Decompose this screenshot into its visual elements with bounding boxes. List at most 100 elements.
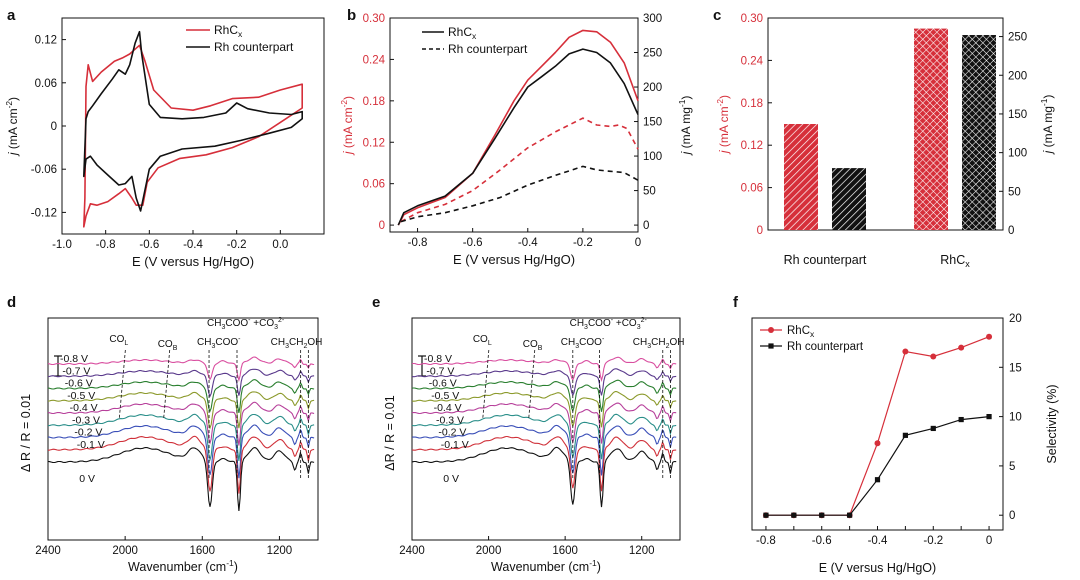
panel-e-ylabel: ΔR / R = 0.01: [383, 395, 397, 470]
panel-c-bar-chart: 0 0.06 0.12 0.18 0.24 0.30 0 50 100 150 200 250 j (m…: [715, 13, 1055, 269]
panel-c-ytick-label: 0.06: [741, 183, 763, 195]
panel-a-legend-label: RhCx: [214, 23, 243, 39]
panel-f-xtick-label: -0.8: [756, 535, 776, 547]
panel-c-ytick-right-label: 100: [1008, 148, 1027, 160]
panel-c-category-label: RhCx: [940, 253, 970, 269]
panel-d-trace: [47, 446, 315, 511]
panel-b-ytick-right-label: 100: [643, 151, 662, 163]
panel-e-xtick-label: 1200: [629, 545, 655, 557]
panel-a-xlabel: E (V versus Hg/HgO): [132, 254, 254, 269]
panel-f-point: [874, 440, 881, 447]
panel-d-xlabel: Wavenumber (cm-1): [128, 558, 238, 574]
panel-c-ytick-right-label: 150: [1008, 109, 1027, 121]
panel-c-ytick-label: 0.30: [741, 13, 763, 25]
panel-e-frame: [411, 317, 681, 541]
panel-d-frame: [47, 317, 319, 541]
panel-b-xtick-label: -0.2: [573, 237, 593, 249]
panel-e-trace: [411, 379, 677, 413]
panel-c-ytick-label: 0: [757, 225, 763, 237]
panel-d-potential-label: -0.2 V: [74, 427, 102, 439]
panel-b-xlabel: E (V versus Hg/HgO): [453, 252, 575, 267]
panel-f-series-line: [765, 336, 990, 516]
panel-d-annotation-label: CH3COO- +CO32-: [207, 317, 285, 331]
panel-f-point: [847, 512, 853, 518]
panel-e-xlabel: Wavenumber (cm-1): [491, 558, 601, 574]
panel-a-ylabel: j (mA cm-2): [4, 97, 20, 157]
panel-letter-b: b: [347, 7, 356, 24]
panel-d-potential-label: -0.6 V: [65, 378, 93, 390]
panel-f-point: [819, 512, 825, 518]
panel-d-xtick-label: 1200: [267, 545, 293, 557]
panel-d-potential-label: -0.8 V: [60, 353, 88, 365]
panel-e-potential-label: -0.6 V: [429, 378, 457, 390]
panel-d-trace: [47, 368, 315, 398]
panel-b-xtick-label: -0.4: [518, 237, 538, 249]
panel-b-frame: [389, 17, 639, 233]
panel-e-annotation-label: CH3COO-: [561, 336, 605, 350]
panel-b-ytick-right-label: 250: [643, 48, 662, 60]
panel-c-category-label: Rh counterpart: [784, 253, 867, 267]
panel-f-legend-marker: [768, 327, 774, 333]
panel-e-xtick-label: 1600: [552, 545, 578, 557]
panel-b-legend-label: RhCx: [448, 25, 477, 41]
panel-e-potential-label: -0.5 V: [431, 390, 459, 402]
panel-f-point: [986, 333, 993, 340]
panel-e-trace: [411, 391, 677, 428]
panel-a-xtick-label: -0.2: [227, 239, 247, 251]
panel-b-ytick-right-label: 200: [643, 82, 662, 94]
panel-f-point: [902, 348, 909, 355]
panel-b-ytick-label: 0: [379, 220, 385, 232]
panel-letter-e: e: [372, 294, 380, 311]
panel-a-xtick-label: -0.6: [139, 239, 159, 251]
panel-d-potential-label: -0.5 V: [67, 390, 95, 402]
panel-a-series-rhcx: [83, 44, 303, 228]
panel-f-legend-label: RhCx: [787, 325, 815, 339]
panel-c-ytick-label: 0.12: [741, 140, 763, 152]
panel-e-trace: [411, 435, 677, 492]
panel-c-ylabel: j (mA cm-2): [715, 95, 731, 155]
panel-c-ytick-label: 0.18: [741, 98, 763, 110]
panel-d-trace: [47, 379, 315, 413]
panel-e-trace: [411, 424, 677, 476]
panel-d-xtick-label: 2400: [35, 545, 61, 557]
panel-e-annotation-label: COL: [473, 334, 492, 347]
panel-b-ytick-right-label: 0: [643, 220, 649, 232]
panel-c-ytick-right-label: 50: [1008, 186, 1021, 198]
panel-c-bar: [784, 124, 818, 230]
panel-f-ytick-label: 10: [1009, 412, 1022, 424]
panel-f-point: [986, 414, 992, 420]
panel-f-point: [874, 477, 881, 483]
panel-b-series-1: [397, 48, 639, 226]
panel-d-potential-label: -0.1 V: [77, 439, 105, 451]
panel-f-point: [902, 432, 908, 438]
panel-b-series-0: [397, 29, 639, 226]
panel-letter-d: d: [7, 294, 16, 311]
panel-e-annotation-guide: [482, 349, 490, 419]
panel-f-point: [763, 512, 769, 518]
panel-e-trace: [411, 356, 677, 383]
panel-a-cv-chart: -1.0 -0.8 -0.6 -0.4 -0.2 0.0 -0.12 -0.06 0 0.06 0.…: [4, 17, 325, 269]
panel-b-ytick-label: 0.06: [363, 179, 385, 191]
panel-d-annotation-label: CH3COO-: [197, 336, 241, 350]
panel-b-xtick-label: -0.8: [408, 237, 428, 249]
panel-b-lsv-chart: -0.8 -0.6 -0.4 -0.2 000.060.120.180.240.3005…: [339, 13, 693, 267]
panel-d-annotation-guide: [163, 349, 171, 419]
panel-f-xtick-label: -0.4: [868, 535, 888, 547]
panel-e-annotation-guide: [528, 349, 536, 419]
panel-d-trace: [47, 391, 315, 430]
panel-e-potential-label: -0.4 V: [434, 402, 462, 414]
panel-e-potential-label: -0.2 V: [438, 427, 466, 439]
panel-b-xtick-label: 0: [635, 237, 641, 249]
panel-letter-f: f: [733, 294, 739, 311]
panel-e-potential-label: -0.7 V: [426, 365, 454, 377]
panel-e-potential-label: -0.1 V: [441, 439, 469, 451]
panel-d-annotation-label: COL: [109, 334, 128, 347]
panel-f-legend-label: Rh counterpart: [787, 341, 864, 353]
panel-d-potential-label: -0.3 V: [72, 414, 100, 426]
panel-a-series-rh: [83, 30, 303, 212]
panel-b-xtick-label: -0.6: [463, 237, 483, 249]
panel-b-series-3: [400, 165, 639, 223]
panel-f-xtick-label: -0.2: [923, 535, 943, 547]
panel-b-ytick-label: 0.12: [363, 137, 385, 149]
